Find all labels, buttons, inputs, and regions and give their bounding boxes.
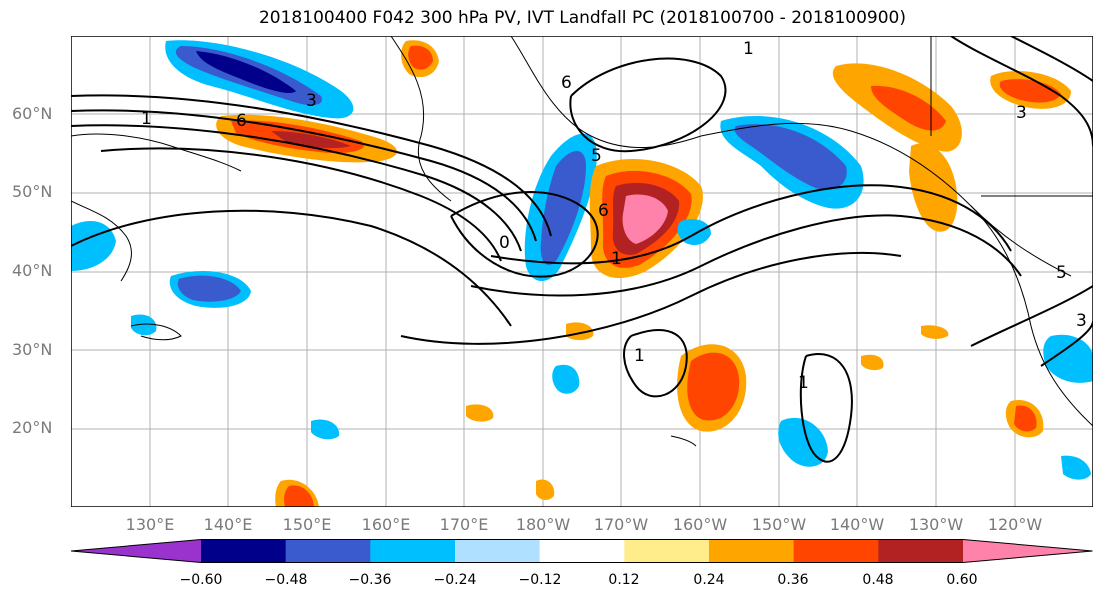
lat-label: 40°N (12, 261, 53, 280)
lon-label: 150°W (751, 515, 807, 534)
lon-label: 160°W (672, 515, 728, 534)
lon-label: 130°W (908, 515, 964, 534)
contour-label: 6 (561, 73, 572, 93)
contour-label: 6 (236, 111, 247, 131)
contour-label: 1 (634, 346, 645, 366)
colorbar-tick: 0.60 (946, 572, 978, 588)
contour-label: 1 (611, 249, 622, 269)
colorbar-segment (539, 539, 625, 563)
contour-label: 3 (1076, 311, 1087, 331)
contour-label: 3 (306, 91, 317, 111)
colorbar-segment (709, 539, 795, 563)
lat-label: 20°N (12, 418, 53, 437)
colorbar-segment (624, 539, 710, 563)
lat-label: 30°N (12, 340, 53, 359)
colorbar-tick: −0.48 (264, 572, 308, 588)
lon-label: 120°W (987, 515, 1043, 534)
lat-label: 50°N (12, 182, 53, 201)
colorbar-tick: −0.36 (348, 572, 392, 588)
colorbar-tick: 0.36 (777, 572, 809, 588)
pv-shading (71, 40, 1093, 507)
lon-label: 180°W (515, 515, 571, 534)
colorbar-tick: 0.12 (608, 572, 640, 588)
coastlines (71, 36, 1093, 447)
contour-label: 1 (141, 109, 152, 129)
contour-label: 1 (798, 373, 809, 393)
contour-label: 0 (499, 233, 510, 253)
lon-label: 170°E (439, 515, 489, 534)
colorbar-segment (878, 539, 964, 563)
colorbar-tick: 0.48 (862, 572, 894, 588)
colorbar-extend-low (71, 539, 201, 563)
contour-label: 3 (1016, 103, 1027, 123)
lon-label: 150°E (282, 515, 332, 534)
contour-label: 6 (598, 201, 609, 221)
colorbar-tick: −0.60 (179, 572, 223, 588)
lon-label: 130°E (125, 515, 175, 534)
contour-label: 5 (1056, 263, 1067, 283)
colorbar (71, 539, 1093, 563)
map-title: 2018100400 F042 300 hPa PV, IVT Landfall… (258, 8, 906, 28)
colorbar-segment (201, 539, 287, 563)
colorbar-tick: −0.12 (518, 572, 562, 588)
contour-label: 5 (591, 146, 602, 166)
lon-label: 160°E (361, 515, 411, 534)
colorbar-segment (285, 539, 371, 563)
lat-label: 60°N (12, 104, 53, 123)
colorbar-tick: 0.24 (693, 572, 725, 588)
lon-label: 170°W (593, 515, 649, 534)
ivt-contours (71, 36, 1093, 463)
colorbar-tick: −0.24 (433, 572, 477, 588)
colorbar-segment (370, 539, 456, 563)
contour-label: 1 (743, 39, 754, 59)
map-panel: 1 1 3 5 6 6 0 6 3 1 1 1 3 5 (71, 36, 1093, 507)
colorbar-segment (793, 539, 879, 563)
lon-label: 140°E (203, 515, 253, 534)
colorbar-extend-high (963, 539, 1093, 563)
lon-label: 140°W (829, 515, 885, 534)
colorbar-segment (455, 539, 541, 563)
